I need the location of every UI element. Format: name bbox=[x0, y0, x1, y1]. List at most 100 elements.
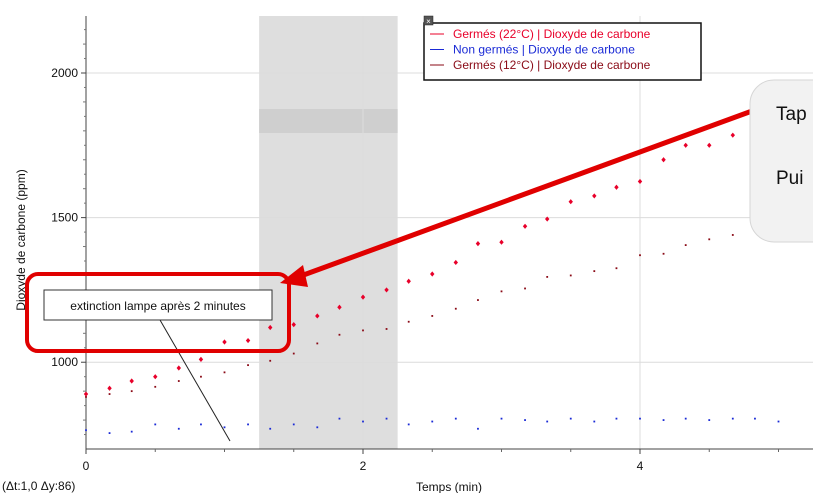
callout-line-2: Pui bbox=[776, 168, 803, 189]
data-point-series-1 bbox=[475, 241, 481, 247]
data-point-series-1 bbox=[707, 142, 712, 148]
data-point-series-3 bbox=[338, 333, 341, 336]
data-point-series-2 bbox=[708, 419, 711, 421]
data-point-series-2 bbox=[684, 417, 687, 420]
data-point-series-2 bbox=[407, 423, 410, 426]
legend-label: Germés (12°C) | Dioxyde de carbone bbox=[453, 58, 651, 72]
data-point-series-3 bbox=[247, 364, 249, 367]
data-point-series-1 bbox=[83, 391, 89, 397]
y-axis-title: Dioxyde de carbone (ppm) bbox=[14, 169, 28, 310]
data-point-series-2 bbox=[454, 417, 457, 420]
data-point-series-3 bbox=[108, 393, 111, 395]
data-point-series-2 bbox=[130, 430, 133, 433]
data-point-series-2 bbox=[662, 419, 665, 421]
data-point-series-2 bbox=[316, 426, 319, 429]
selection-band-fill bbox=[259, 16, 398, 449]
data-point-series-2 bbox=[223, 426, 226, 429]
data-point-series-1 bbox=[337, 304, 342, 310]
legend-close-glyph: × bbox=[426, 17, 431, 26]
annotation-leader-line bbox=[159, 319, 231, 442]
delta-readout: (Δt:1,0 Δy:86) bbox=[2, 479, 75, 493]
annotation[interactable]: extinction lampe après 2 minutes bbox=[43, 289, 273, 321]
annotation-text: extinction lampe après 2 minutes bbox=[70, 299, 245, 313]
annotation-box bbox=[43, 289, 273, 321]
data-point-series-3 bbox=[316, 342, 319, 345]
data-point-series-1 bbox=[245, 337, 251, 344]
legend[interactable]: × Germés (22°C) | Dioxyde de carbone Non … bbox=[423, 15, 702, 81]
data-point-series-2 bbox=[108, 432, 111, 434]
data-point-series-1 bbox=[129, 378, 134, 384]
data-point-series-2 bbox=[269, 427, 272, 430]
data-point-series-3 bbox=[593, 270, 596, 273]
data-point-series-3 bbox=[154, 385, 157, 388]
data-point-series-3 bbox=[731, 234, 734, 236]
callout-line-1: Tap bbox=[776, 104, 807, 125]
data-point-series-1 bbox=[499, 239, 504, 245]
x-tick-label: 4 bbox=[637, 459, 644, 473]
data-point-series-3 bbox=[177, 380, 180, 382]
red-arrow bbox=[280, 108, 755, 287]
data-point-series-2 bbox=[385, 417, 388, 420]
data-point-series-1 bbox=[661, 157, 666, 163]
data-point-series-2 bbox=[154, 423, 157, 426]
data-point-series-2 bbox=[200, 423, 202, 426]
data-point-series-1 bbox=[315, 313, 320, 319]
data-point-series-1 bbox=[545, 216, 550, 222]
data-point-series-2 bbox=[500, 417, 503, 420]
data-point-series-2 bbox=[292, 423, 295, 426]
data-point-series-3 bbox=[85, 396, 87, 398]
data-point-series-2 bbox=[777, 420, 780, 423]
data-point-series-3 bbox=[292, 352, 295, 355]
data-point-series-3 bbox=[431, 315, 434, 317]
data-point-series-2 bbox=[639, 417, 641, 420]
data-point-series-1 bbox=[222, 339, 227, 345]
data-point-series-1 bbox=[198, 356, 204, 362]
data-point-series-3 bbox=[684, 244, 687, 246]
data-point-series-2 bbox=[731, 417, 734, 420]
data-point-series-2 bbox=[85, 429, 87, 432]
data-point-series-1 bbox=[291, 322, 296, 328]
data-point-series-2 bbox=[477, 427, 479, 430]
data-point-series-1 bbox=[568, 199, 573, 205]
data-point-series-1 bbox=[268, 324, 273, 331]
data-point-series-3 bbox=[546, 276, 549, 278]
data-point-series-1 bbox=[637, 178, 643, 185]
data-point-series-1 bbox=[176, 365, 181, 371]
data-point-series-1 bbox=[683, 142, 688, 148]
plot-area bbox=[86, 16, 813, 449]
callout-bubble: Tap Pui bbox=[749, 79, 813, 243]
data-point-series-1 bbox=[153, 374, 158, 380]
data-point-series-3 bbox=[477, 299, 479, 301]
data-point-series-3 bbox=[500, 290, 503, 293]
data-point-series-3 bbox=[524, 287, 526, 290]
data-point-series-2 bbox=[754, 417, 756, 420]
data-point-series-2 bbox=[177, 427, 180, 430]
data-point-series-3 bbox=[385, 328, 388, 330]
x-tick-label: 0 bbox=[83, 459, 90, 473]
data-point-series-2 bbox=[431, 420, 434, 423]
data-point-series-1 bbox=[384, 287, 389, 293]
legend-box bbox=[423, 22, 702, 81]
highlight-frame bbox=[25, 272, 291, 353]
data-point-series-3 bbox=[407, 320, 410, 323]
data-point-series-3 bbox=[639, 254, 641, 257]
data-point-series-2 bbox=[546, 420, 549, 423]
data-point-series-3 bbox=[269, 359, 272, 362]
legend-close-icon[interactable] bbox=[423, 15, 434, 26]
legend-label: Non germés | Dioxyde de carbone bbox=[453, 43, 635, 57]
data-point-series-3 bbox=[130, 390, 133, 393]
data-point-series-2 bbox=[338, 417, 341, 420]
data-point-series-2 bbox=[615, 417, 618, 420]
data-point-series-1 bbox=[406, 278, 411, 284]
time-selection-band[interactable] bbox=[259, 16, 398, 449]
data-point-series-3 bbox=[615, 267, 618, 270]
data-point-series-3 bbox=[708, 238, 711, 241]
data-point-series-1 bbox=[453, 259, 458, 266]
legend-label: Germés (22°C) | Dioxyde de carbone bbox=[453, 27, 651, 41]
data-point-series-2 bbox=[569, 417, 572, 420]
y-tick-label: 1000 bbox=[51, 355, 78, 369]
axis-ticks: 0 2 4 1000 1500 2000 bbox=[51, 29, 779, 473]
x-tick-label: 2 bbox=[360, 459, 367, 473]
data-point-series-1 bbox=[614, 184, 619, 190]
